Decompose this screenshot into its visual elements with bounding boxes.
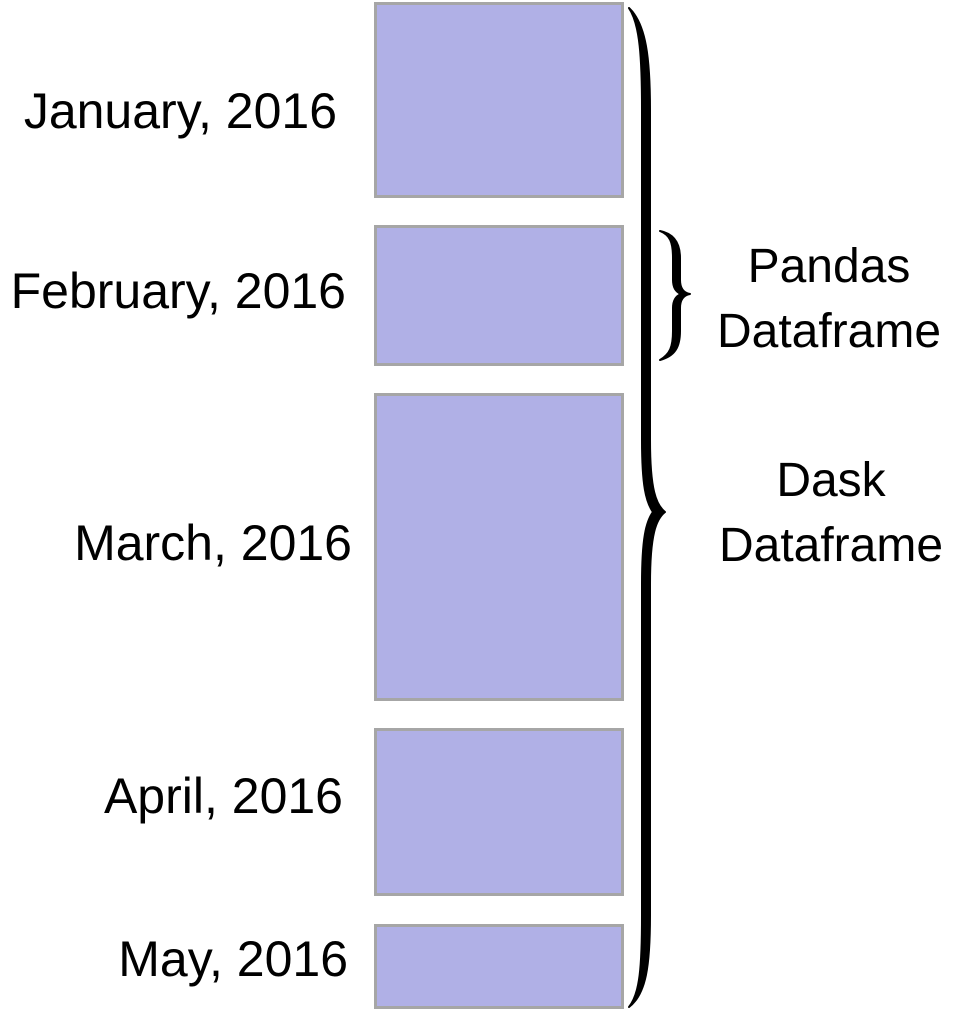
partition-label-april: April, 2016 [103,768,343,824]
dask-caption-line2: Dataframe [718,519,944,573]
partition-label-march: March, 2016 [74,515,352,571]
partition-label-may: May, 2016 [118,931,348,987]
dask-caption-line1: Dask [776,454,886,507]
partition-block-february [374,225,624,366]
partition-label-january: January, 2016 [23,83,337,139]
partition-block-may [374,924,624,1009]
partition-label-february: February, 2016 [10,263,346,319]
pandas-brace-icon [659,230,691,361]
pandas-dataframe-caption: Pandas Dataframe [705,234,953,365]
partition-block-march [374,393,624,701]
dask-dataframe-caption: Dask Dataframe [706,448,956,579]
dask-brace-icon [628,7,666,1008]
partition-block-april [374,728,624,896]
pandas-caption-line1: Pandas [747,240,911,293]
pandas-caption-line2: Dataframe [716,305,942,359]
partition-block-january [374,2,624,198]
